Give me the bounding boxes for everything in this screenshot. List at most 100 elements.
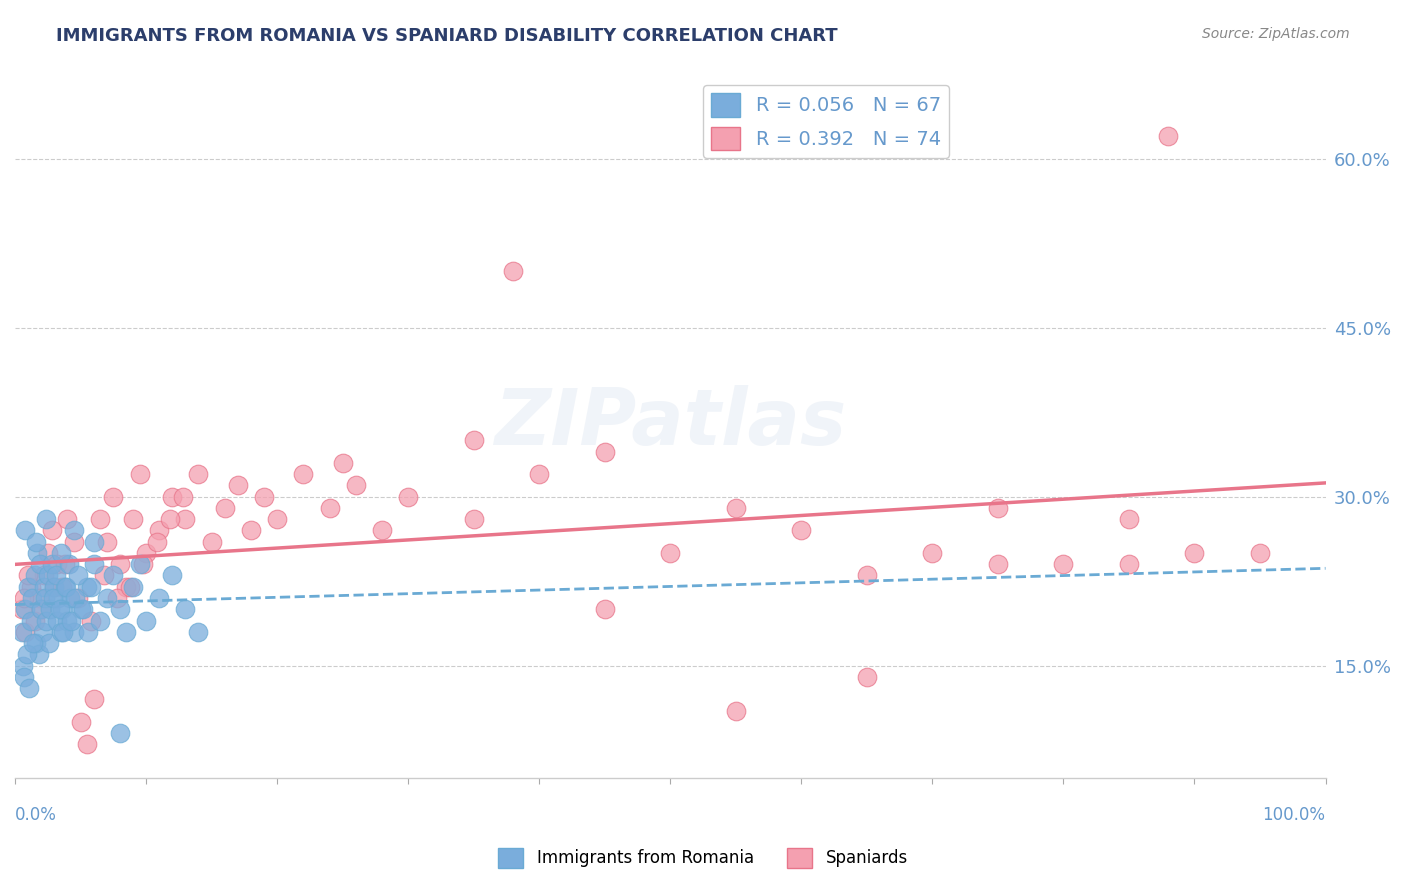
Point — [332, 456, 354, 470]
Point — [38, 636, 60, 650]
Point — [226, 478, 249, 492]
Point — [69, 714, 91, 729]
Point — [76, 738, 98, 752]
Point — [66, 568, 89, 582]
Point — [396, 490, 419, 504]
Point — [48, 602, 70, 616]
Point — [344, 478, 367, 492]
Point — [20, 614, 42, 628]
Point — [122, 580, 145, 594]
Point — [63, 534, 86, 549]
Point — [103, 490, 125, 504]
Point — [593, 602, 616, 616]
Point — [1249, 546, 1271, 560]
Point — [25, 534, 48, 549]
Legend: Immigrants from Romania, Spaniards: Immigrants from Romania, Spaniards — [492, 841, 914, 875]
Point — [59, 591, 82, 605]
Point — [159, 512, 181, 526]
Point — [83, 557, 105, 571]
Point — [53, 580, 76, 594]
Point — [13, 670, 35, 684]
Point — [253, 490, 276, 504]
Point — [77, 624, 100, 639]
Point — [371, 524, 394, 538]
Point — [145, 534, 167, 549]
Point — [51, 602, 73, 616]
Point — [80, 580, 103, 594]
Point — [108, 557, 131, 571]
Point — [32, 580, 55, 594]
Point — [39, 602, 62, 616]
Point — [96, 591, 118, 605]
Point — [103, 568, 125, 582]
Point — [27, 591, 49, 605]
Point — [65, 591, 87, 605]
Point — [14, 602, 37, 616]
Point — [172, 490, 194, 504]
Text: IMMIGRANTS FROM ROMANIA VS SPANIARD DISABILITY CORRELATION CHART: IMMIGRANTS FROM ROMANIA VS SPANIARD DISA… — [56, 27, 838, 45]
Point — [239, 524, 262, 538]
Text: Source: ZipAtlas.com: Source: ZipAtlas.com — [1202, 27, 1350, 41]
Point — [115, 624, 138, 639]
Point — [1118, 557, 1140, 571]
Point — [49, 624, 72, 639]
Point — [41, 557, 63, 571]
Point — [72, 602, 94, 616]
Point — [266, 512, 288, 526]
Point — [20, 580, 42, 594]
Point — [42, 591, 65, 605]
Point — [148, 591, 170, 605]
Point — [35, 512, 58, 526]
Point — [128, 557, 150, 571]
Point — [13, 591, 35, 605]
Point — [34, 591, 56, 605]
Point — [69, 602, 91, 616]
Point — [30, 602, 52, 616]
Point — [55, 580, 77, 594]
Point — [128, 467, 150, 481]
Point — [1184, 546, 1206, 560]
Point — [22, 636, 45, 650]
Point — [174, 512, 197, 526]
Text: 100.0%: 100.0% — [1263, 806, 1326, 824]
Point — [63, 524, 86, 538]
Point — [18, 681, 41, 695]
Point — [659, 546, 682, 560]
Point — [27, 648, 49, 662]
Point — [35, 614, 58, 628]
Point — [24, 568, 46, 582]
Point — [25, 636, 48, 650]
Point — [24, 614, 46, 628]
Point — [162, 490, 184, 504]
Point — [292, 467, 315, 481]
Point — [529, 467, 551, 481]
Point — [31, 624, 53, 639]
Point — [66, 591, 89, 605]
Point — [214, 500, 236, 515]
Point — [108, 602, 131, 616]
Point — [200, 534, 222, 549]
Point — [463, 512, 485, 526]
Point — [46, 591, 69, 605]
Point — [115, 580, 138, 594]
Point — [11, 658, 34, 673]
Point — [58, 557, 80, 571]
Point — [132, 557, 155, 571]
Point — [14, 624, 37, 639]
Point — [37, 546, 59, 560]
Point — [120, 580, 142, 594]
Point — [987, 500, 1010, 515]
Point — [14, 524, 37, 538]
Point — [790, 524, 813, 538]
Point — [44, 580, 66, 594]
Point — [1118, 512, 1140, 526]
Point — [21, 591, 44, 605]
Point — [148, 524, 170, 538]
Point — [89, 512, 111, 526]
Point — [45, 557, 67, 571]
Point — [76, 580, 98, 594]
Point — [187, 467, 209, 481]
Point — [502, 264, 524, 278]
Point — [52, 624, 75, 639]
Point — [53, 557, 76, 571]
